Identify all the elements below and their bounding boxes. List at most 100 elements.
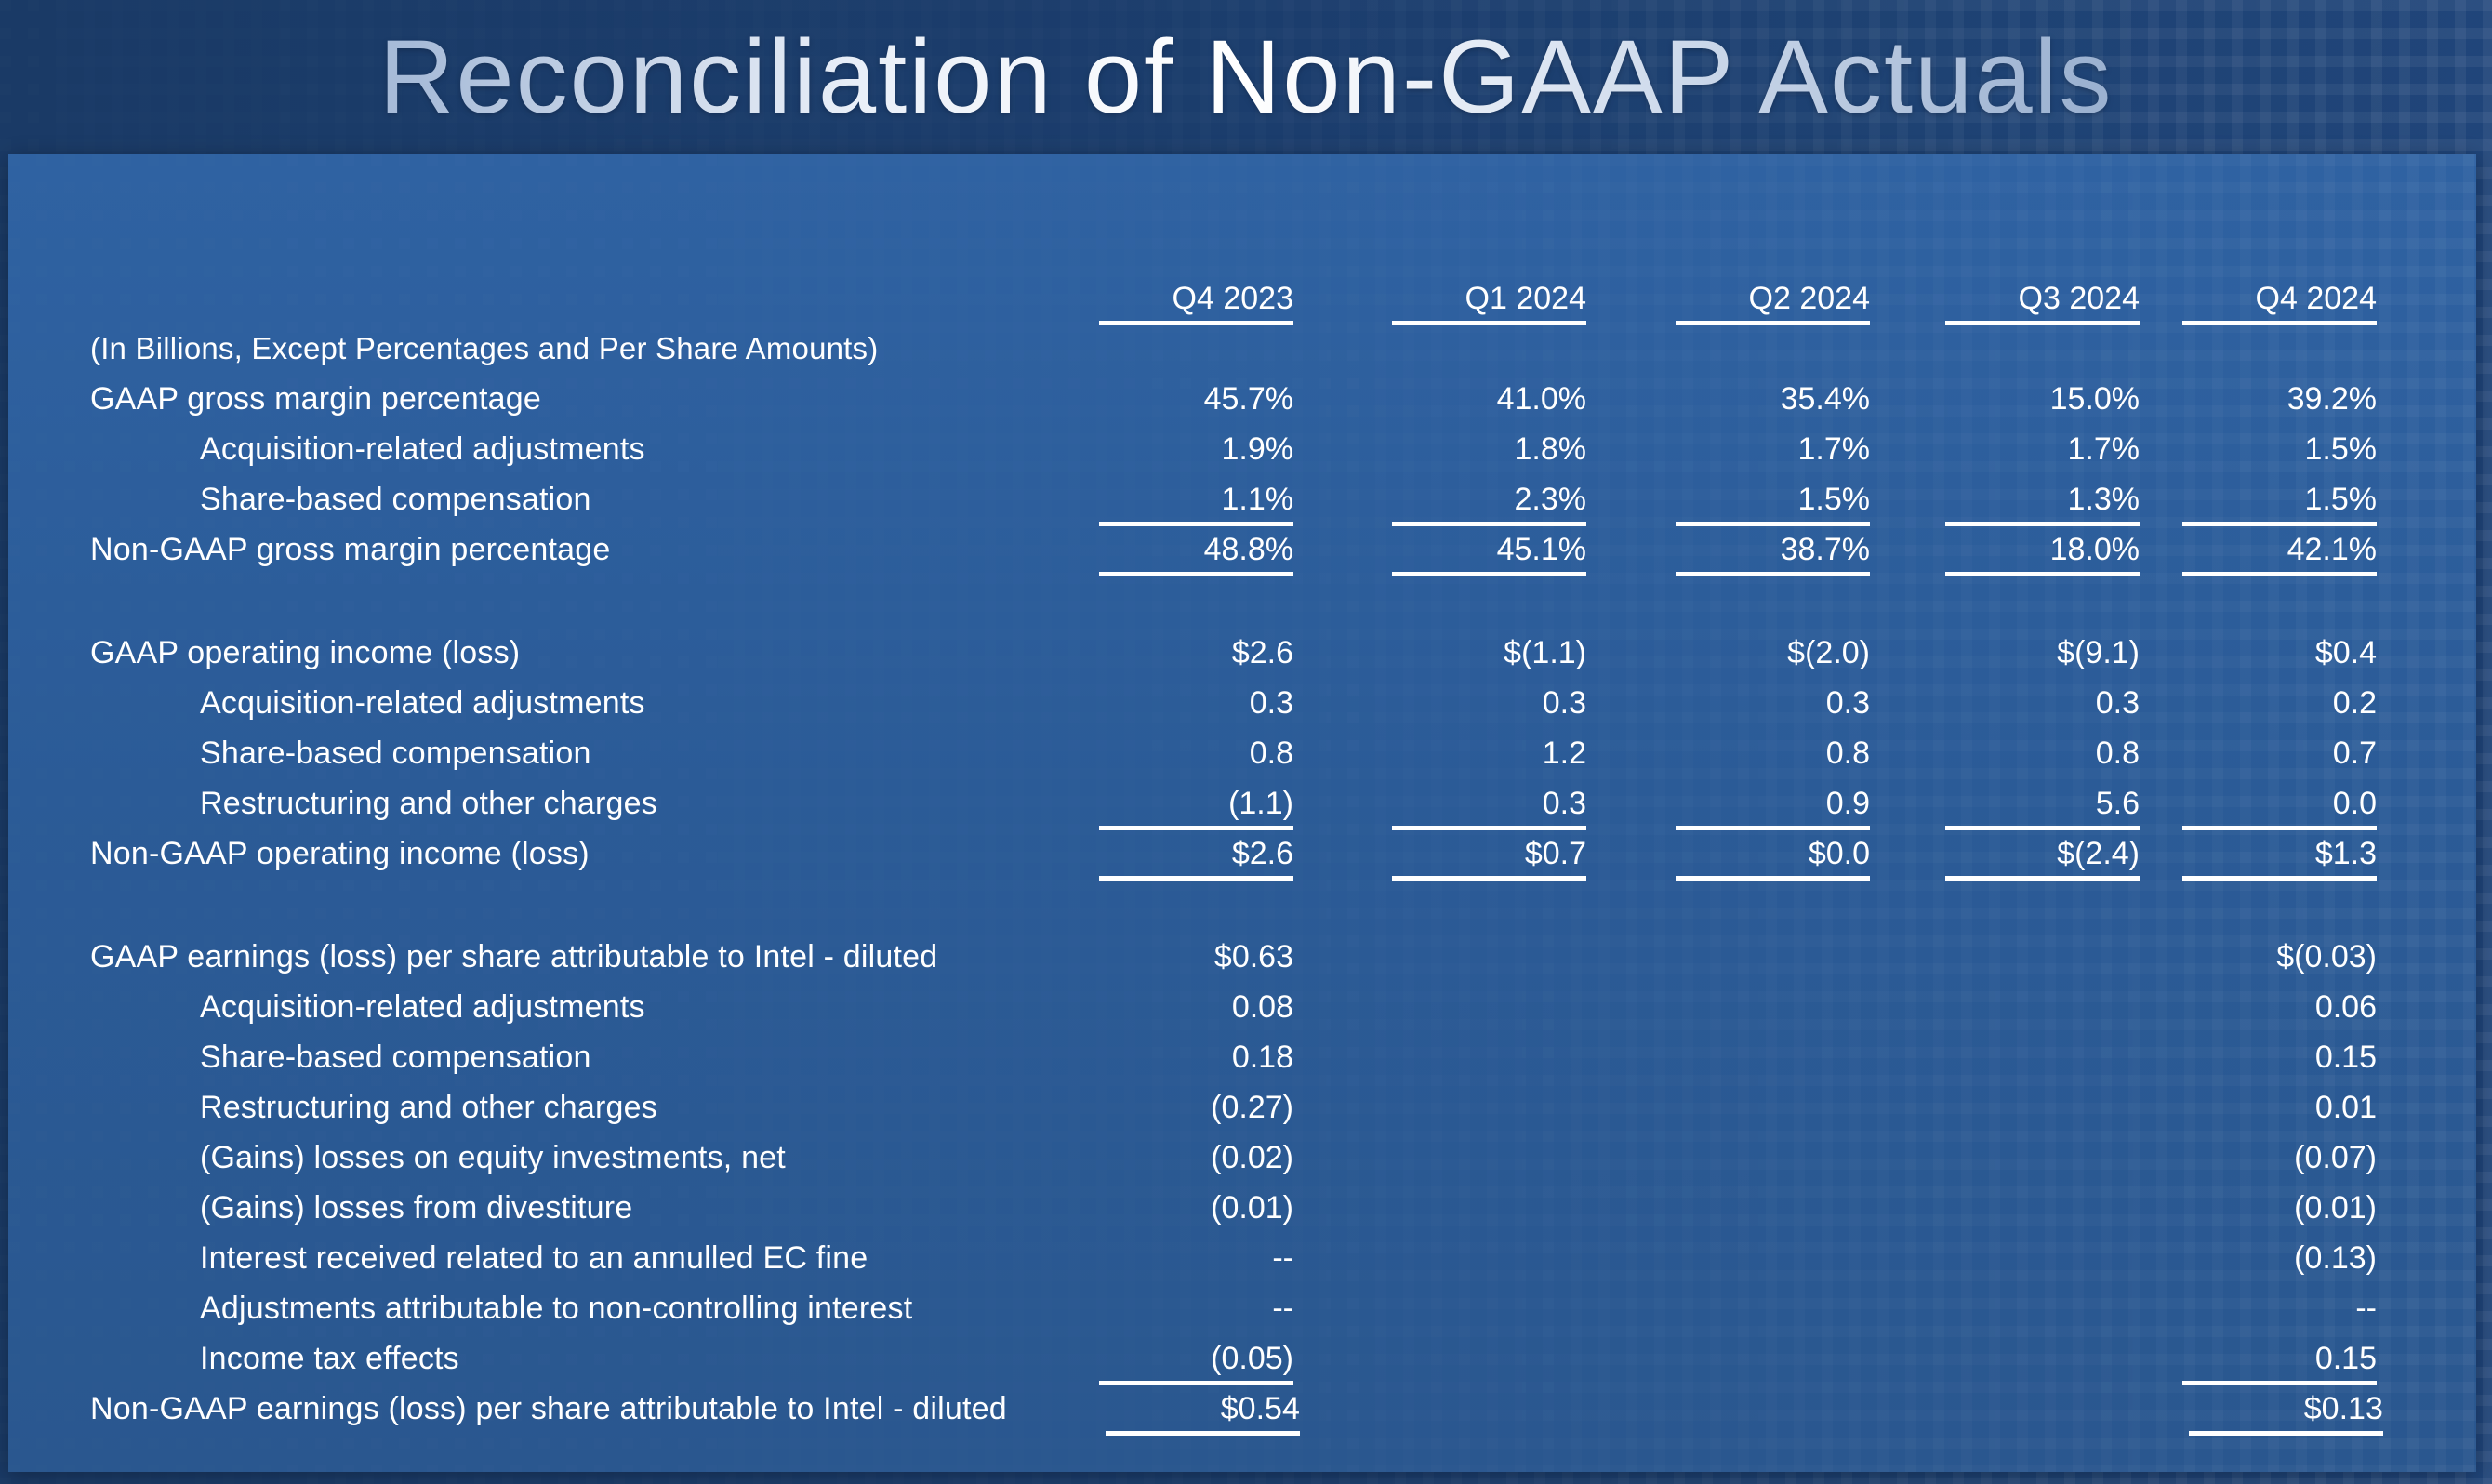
value-cell: 0.9	[1586, 778, 1870, 830]
table-row: Share-based compensation 0.8 1.2 0.8 0.8 0.7	[90, 728, 2377, 778]
table-row: GAAP operating income (loss) $2.6 $(1.1) $(…	[90, 628, 2377, 678]
value-cell: (0.27)	[1211, 1090, 1293, 1125]
value-cell: $(9.1)	[2057, 635, 2140, 670]
value-cell: 1.2	[1542, 735, 1586, 771]
value-cell: $(1.1)	[1504, 635, 1586, 670]
section-gross-margin: GAAP gross margin percentage 45.7% 41.0% 35…	[90, 374, 2377, 576]
value-cell: 35.4%	[1780, 381, 1870, 417]
value-cell: 1.9%	[1221, 431, 1294, 467]
value-cell: 0.08	[1231, 989, 1293, 1025]
value-cell: 0.7	[2332, 735, 2377, 771]
value-cell: 0.15	[2314, 1040, 2377, 1075]
table-row: Non-GAAP earnings (loss) per share attri…	[90, 1384, 2383, 1436]
value-cell: $0.54	[1007, 1384, 1300, 1436]
units-note: (In Billions, Except Percentages and Per…	[90, 331, 879, 365]
slide-header: Reconciliation of Non-GAAP Actuals	[0, 0, 2492, 154]
table-row: GAAP gross margin percentage 45.7% 41.0% 35…	[90, 374, 2377, 424]
table-row: Interest received related to an annulled…	[90, 1233, 2377, 1283]
value-cell: 1.8%	[1514, 431, 1587, 467]
row-label: Interest received related to an annulled…	[200, 1240, 868, 1276]
row-label: Non-GAAP operating income (loss)	[90, 836, 590, 871]
value-cell: $1.3	[2140, 828, 2377, 881]
value-cell: 42.1%	[2140, 524, 2377, 576]
value-cell: 5.6	[1870, 778, 2140, 830]
value-cell: --	[1272, 1291, 1293, 1326]
value-cell: $0.63	[1213, 939, 1293, 974]
row-label: GAAP earnings (loss) per share attributa…	[90, 939, 938, 974]
row-label: Non-GAAP earnings (loss) per share attri…	[90, 1391, 1007, 1426]
column-header-q4-2024: Q4 2024	[2140, 273, 2377, 325]
table-row: Restructuring and other charges (1.1) 0.3 0…	[90, 778, 2377, 830]
value-cell: $2.6	[1001, 828, 1293, 881]
value-cell: 1.5%	[2140, 474, 2377, 526]
value-cell: $(0.03)	[2276, 939, 2377, 974]
value-cell: 1.7%	[2067, 431, 2141, 467]
table-row: Non-GAAP gross margin percentage 48.8% 45.…	[90, 524, 2377, 576]
table-row: Income tax effects (0.05) 0.15	[90, 1333, 2377, 1385]
value-cell: 0.2	[2332, 685, 2377, 721]
value-cell: 0.3	[1293, 778, 1586, 830]
value-cell: 1.5%	[2304, 431, 2378, 467]
value-cell: 38.7%	[1586, 524, 1870, 576]
value-cell: 18.0%	[1870, 524, 2140, 576]
value-cell: --	[2355, 1291, 2377, 1326]
value-cell: 41.0%	[1496, 381, 1586, 417]
table-row: Share-based compensation 1.1% 2.3% 1.5% 1.3%…	[90, 474, 2377, 526]
row-label: Adjustments attributable to non-controll…	[200, 1291, 913, 1326]
value-cell: $0.0	[1586, 828, 1870, 881]
value-cell: $2.6	[1231, 635, 1293, 670]
table-row: Share-based compensation 0.18 0.15	[90, 1032, 2377, 1082]
table-row: (Gains) losses on equity investments, ne…	[90, 1133, 2377, 1183]
value-cell: 0.3	[2095, 685, 2140, 721]
value-cell: 0.0	[2140, 778, 2377, 830]
value-cell: $0.7	[1293, 828, 1586, 881]
value-cell: 15.0%	[2049, 381, 2140, 417]
value-cell: (0.05)	[1001, 1333, 1293, 1385]
value-cell: 48.8%	[1001, 524, 1293, 576]
value-cell: $(2.4)	[1870, 828, 2140, 881]
value-cell: --	[1272, 1240, 1293, 1276]
value-cell: (0.07)	[2294, 1140, 2377, 1175]
row-label: Acquisition-related adjustments	[200, 989, 645, 1025]
value-cell: 45.7%	[1203, 381, 1293, 417]
column-header-q3-2024: Q3 2024	[1870, 273, 2140, 325]
column-header-q2-2024: Q2 2024	[1586, 273, 1870, 325]
value-cell: 45.1%	[1293, 524, 1586, 576]
row-label: Share-based compensation	[200, 1040, 591, 1075]
value-cell: 1.5%	[1586, 474, 1870, 526]
value-cell: 1.7%	[1797, 431, 1871, 467]
row-label: Income tax effects	[200, 1341, 459, 1376]
value-cell: 0.15	[2140, 1333, 2377, 1385]
value-cell: 0.8	[1249, 735, 1293, 771]
table-header-row: Q4 2023 Q1 2024 Q2 2024 Q3 2024 Q4 2024	[90, 273, 2377, 325]
row-label: Restructuring and other charges	[200, 1090, 657, 1125]
value-cell: 2.3%	[1293, 474, 1586, 526]
section-operating-income: GAAP operating income (loss) $2.6 $(1.1) $(…	[90, 628, 2377, 881]
value-cell: (0.13)	[2294, 1240, 2377, 1276]
value-cell: (0.01)	[1211, 1190, 1293, 1226]
value-cell: (0.02)	[1211, 1140, 1293, 1175]
row-label: Restructuring and other charges	[200, 786, 657, 821]
row-label: Acquisition-related adjustments	[200, 431, 645, 467]
table-row: Acquisition-related adjustments 1.9% 1.8% 1…	[90, 424, 2377, 474]
row-label: (Gains) losses on equity investments, ne…	[200, 1140, 786, 1175]
table-row: (Gains) losses from divestiture (0.01) (0.…	[90, 1183, 2377, 1233]
table-row: GAAP earnings (loss) per share attributa…	[90, 932, 2377, 982]
units-note-row: (In Billions, Except Percentages and Per…	[90, 324, 2377, 374]
value-cell: $0.13	[2146, 1384, 2383, 1436]
row-label: GAAP operating income (loss)	[90, 635, 521, 670]
column-header-q1-2024: Q1 2024	[1293, 273, 1586, 325]
value-cell: 0.3	[1249, 685, 1293, 721]
value-cell: (0.01)	[2294, 1190, 2377, 1226]
section-earnings-per-share: GAAP earnings (loss) per share attributa…	[90, 932, 2383, 1436]
value-cell: 0.06	[2314, 989, 2377, 1025]
value-cell: $0.4	[2314, 635, 2377, 670]
row-label: Non-GAAP gross margin percentage	[90, 532, 611, 567]
row-label: Acquisition-related adjustments	[200, 685, 645, 721]
table-row: Restructuring and other charges (0.27) 0.0…	[90, 1082, 2377, 1133]
table-row: Non-GAAP operating income (loss) $2.6 $0.7…	[90, 828, 2377, 881]
table-row: Acquisition-related adjustments 0.3 0.3 0.3…	[90, 678, 2377, 728]
value-cell: 1.3%	[1870, 474, 2140, 526]
value-cell: 0.8	[2095, 735, 2140, 771]
